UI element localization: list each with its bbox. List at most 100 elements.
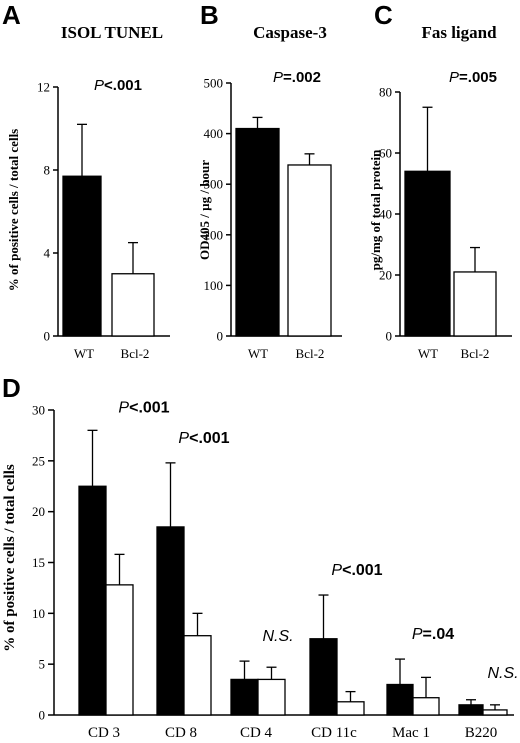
panel-d-annotation-text: N.S. (262, 628, 293, 645)
panel-b-bar-bcl2 (287, 164, 332, 337)
panel-c-bar-bcl2 (453, 271, 497, 337)
panel-d-bar-bcl2 (482, 709, 508, 716)
panel-d-category-label: CD 8 (165, 725, 197, 741)
panel-b-pvalue: P=.002 (273, 69, 321, 86)
panel-b-tick-label: 300 (204, 177, 224, 192)
panel-d-annotation: N.S. (487, 665, 518, 682)
panel-c-tick-label: 0 (386, 329, 393, 344)
panel-d-bar-bcl2 (183, 635, 212, 716)
panel-b-category-wt: WT (248, 346, 268, 361)
panel-a-tick-label: 0 (44, 329, 51, 344)
panel-c: C Fas ligand pg/mg of total protein 0 20 4… (368, 0, 512, 361)
panel-c-pvalue: P=.005 (449, 69, 497, 86)
panel-c-tick-label: 60 (379, 146, 392, 161)
panel-d: D % of positive cells / total cells 0 5 10… (2, 373, 519, 741)
panel-d-annotation-text: <.001 (129, 399, 170, 416)
panel-d-tick-label: 15 (32, 555, 45, 570)
panel-d-annotation-text: N.S. (487, 665, 518, 682)
panel-d-category-label: Mac 1 (392, 725, 430, 741)
panel-d-category-label: CD 4 (240, 725, 273, 741)
panel-d-annotation-prefix: P (331, 562, 342, 579)
panel-a-tick-label: 12 (37, 80, 50, 95)
panel-c-bars (404, 106, 497, 337)
panel-d-tick-label: 0 (39, 708, 46, 723)
panel-a-bars (62, 123, 155, 337)
panel-d-annotation: P=.04 (412, 626, 454, 643)
panel-d-bars (78, 429, 508, 716)
panel-a-tick-label: 4 (44, 246, 51, 261)
panel-c-tick-label: 20 (379, 268, 392, 283)
panel-d-category-label: B220 (465, 725, 498, 741)
panel-a-ticks: 0 4 8 12 (37, 80, 58, 344)
panel-d-ticks: 0 5 10 15 20 25 30 (32, 403, 54, 723)
panel-d-annotation-text: <.001 (189, 430, 230, 447)
panel-letter-a: A (2, 0, 21, 30)
panel-d-annotation: P<.001 (331, 562, 382, 579)
panel-b-category-bcl2: Bcl-2 (296, 346, 325, 361)
panel-b-pvalue-prefix: P (273, 69, 283, 86)
panel-letter-d: D (2, 373, 21, 403)
panel-d-annotation-prefix: P (118, 399, 129, 416)
panel-a-title: ISOL TUNEL (61, 23, 163, 42)
panel-d-annotation: P<.001 (178, 430, 229, 447)
panel-c-bar-wt (404, 170, 451, 337)
panel-c-ticks: 0 20 40 60 80 (379, 85, 400, 344)
panel-d-bar-bcl2 (105, 584, 134, 716)
panel-c-tick-label: 40 (379, 207, 392, 222)
panel-d-annotation-text: =.04 (423, 626, 455, 643)
panel-b-bars (235, 116, 332, 337)
panel-c-title: Fas ligand (421, 23, 497, 42)
panel-d-tick-label: 5 (39, 657, 46, 672)
panel-b-tick-label: 0 (217, 329, 224, 344)
panel-d-tick-label: 30 (32, 403, 45, 418)
panel-d-annotation: N.S. (262, 628, 293, 645)
panel-b-ylabel: OD405 / µg / hour (197, 160, 212, 260)
panel-d-category-label: CD 11c (311, 725, 357, 741)
panel-a: A ISOL TUNEL % of positive cells / total… (2, 0, 170, 361)
panel-d-tick-label: 20 (32, 504, 45, 519)
panel-d-bar-bcl2 (336, 701, 365, 716)
panel-d-bar-wt (386, 683, 414, 716)
panel-c-pvalue-prefix: P (449, 69, 459, 86)
panel-d-tick-label: 10 (32, 606, 45, 621)
panel-a-pvalue-text: <.001 (104, 77, 142, 94)
panel-d-annotation-prefix: P (178, 430, 189, 447)
panel-d-annotation: P<.001 (118, 399, 169, 416)
panel-b-tick-label: 400 (204, 126, 224, 141)
panel-b-tick-label: 500 (204, 76, 224, 91)
panel-letter-b: B (200, 0, 219, 30)
panel-d-bar-wt (458, 704, 484, 716)
panel-a-pvalue-prefix: P (94, 77, 104, 94)
panel-d-ylabel: % of positive cells / total cells (2, 464, 18, 652)
panel-d-annotation-prefix: P (412, 626, 423, 643)
panel-c-pvalue-text: =.005 (459, 69, 497, 86)
panel-c-tick-label: 80 (379, 85, 392, 100)
panel-d-categories: CD 3 CD 8 CD 4 CD 11c Mac 1 B220 (88, 725, 497, 741)
panel-letter-c: C (374, 0, 393, 30)
panel-a-tick-label: 8 (44, 163, 51, 178)
panel-b-pvalue-text: =.002 (283, 69, 321, 86)
panel-d-bar-wt (78, 485, 107, 716)
panel-d-bar-wt (156, 526, 185, 716)
panel-d-bar-wt (309, 638, 338, 716)
panel-a-category-bcl2: Bcl-2 (121, 346, 150, 361)
panel-a-ylabel: % of positive cells / total cells (6, 129, 21, 291)
panel-c-category-bcl2: Bcl-2 (461, 346, 490, 361)
panel-a-bar-wt (62, 175, 102, 337)
panel-d-bar-wt (230, 678, 259, 716)
panel-a-pvalue: P<.001 (94, 77, 142, 94)
panel-d-bar-bcl2 (412, 697, 440, 716)
panel-d-category-label: CD 3 (88, 725, 120, 741)
panel-b-bar-wt (235, 127, 280, 337)
panel-d-tick-label: 25 (32, 453, 45, 468)
panel-b-tick-label: 100 (204, 278, 224, 293)
panel-c-category-wt: WT (418, 346, 438, 361)
panel-b: B Caspase-3 OD405 / µg / hour 0 100 200 300… (197, 0, 342, 361)
panel-c-ylabel: pg/mg of total protein (368, 149, 383, 270)
panel-a-bar-bcl2 (111, 273, 155, 337)
panel-a-category-wt: WT (74, 346, 94, 361)
panel-d-bar-bcl2 (257, 678, 286, 716)
panel-b-title: Caspase-3 (253, 23, 327, 42)
